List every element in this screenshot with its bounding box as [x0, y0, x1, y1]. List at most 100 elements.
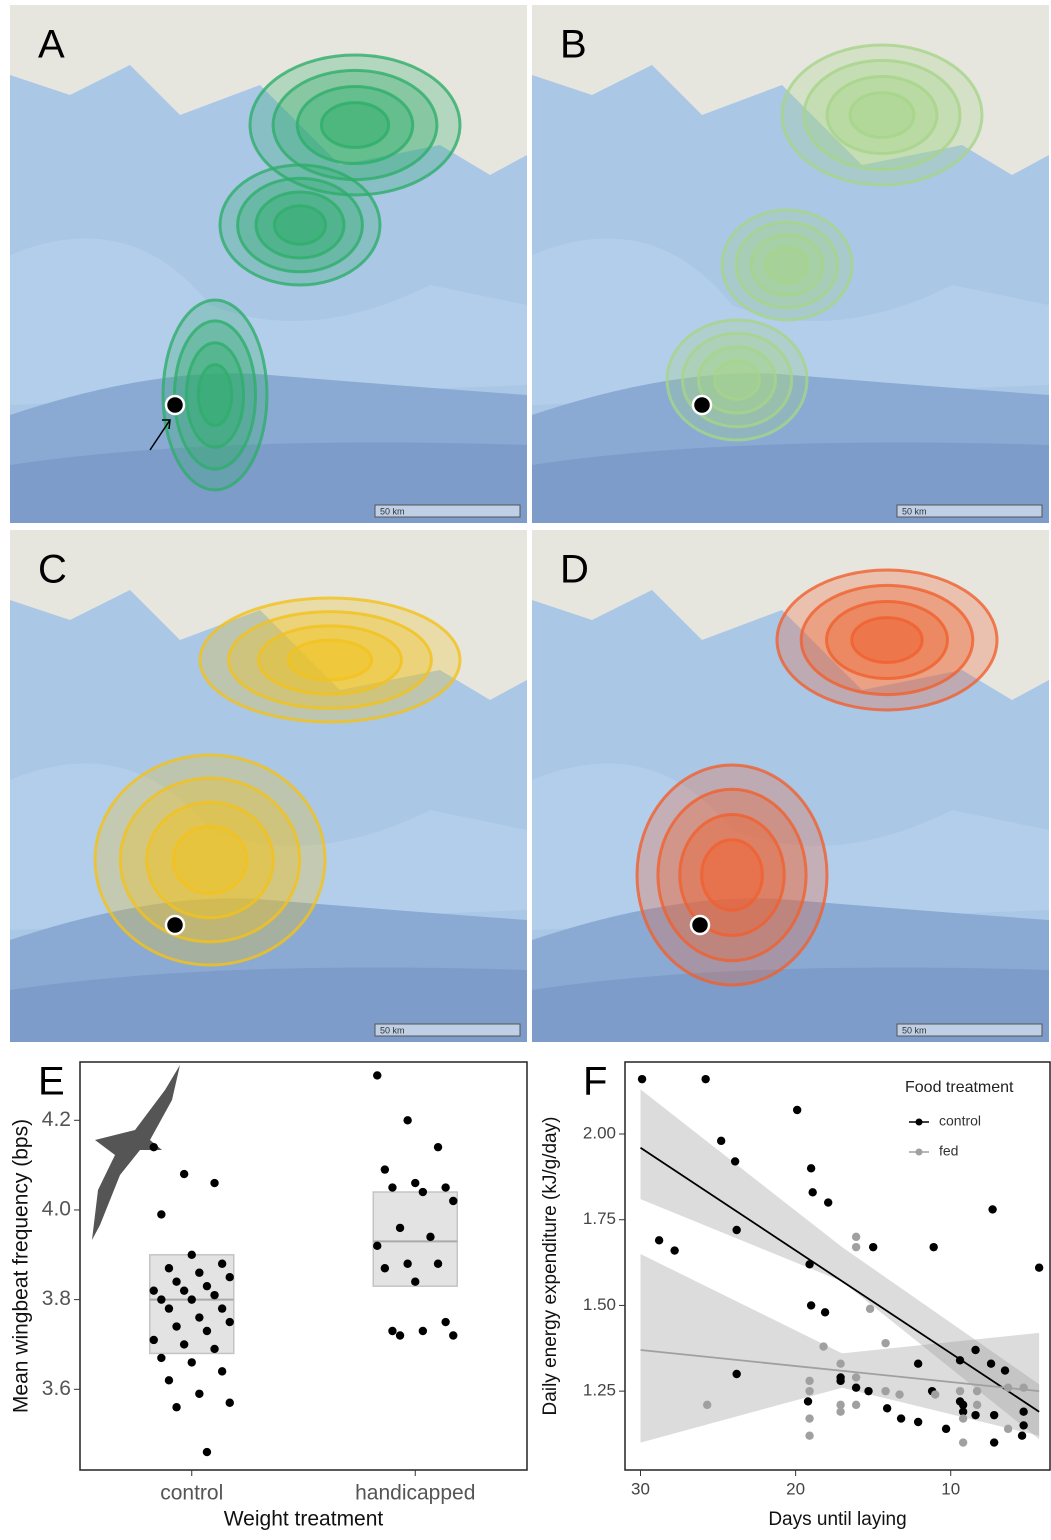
data-point	[852, 1243, 860, 1251]
scale-label: 50 km	[902, 1025, 927, 1035]
x-tick-label: handicapped	[355, 1482, 475, 1505]
data-point	[165, 1304, 173, 1312]
contour	[766, 247, 808, 282]
data-point	[1019, 1408, 1027, 1416]
data-point	[929, 1243, 937, 1251]
contour	[288, 640, 371, 680]
data-point	[655, 1236, 663, 1244]
data-point	[172, 1277, 180, 1285]
data-point	[821, 1308, 829, 1316]
figure: 50 kmA50 kmB50 kmC50 kmDcontrolhandicapp…	[0, 0, 1051, 1535]
data-point	[971, 1346, 979, 1354]
data-point	[1019, 1421, 1027, 1429]
data-point	[434, 1260, 442, 1268]
data-point	[701, 1075, 709, 1083]
data-point	[1001, 1366, 1009, 1374]
data-point	[226, 1273, 234, 1281]
data-point	[732, 1370, 740, 1378]
data-point	[165, 1264, 173, 1272]
data-point	[956, 1387, 964, 1395]
scale-label: 50 km	[380, 1025, 405, 1035]
data-point	[852, 1401, 860, 1409]
data-point	[731, 1157, 739, 1165]
data-point	[670, 1246, 678, 1254]
data-point	[931, 1390, 939, 1398]
legend-label: fed	[939, 1143, 958, 1159]
nest-location	[166, 396, 184, 414]
data-point	[411, 1179, 419, 1187]
data-point	[218, 1260, 226, 1268]
data-point	[210, 1345, 218, 1353]
data-point	[864, 1387, 872, 1395]
data-point	[804, 1397, 812, 1405]
data-point	[172, 1403, 180, 1411]
map-panel: 50 kmB	[532, 5, 1049, 523]
data-point	[959, 1438, 967, 1446]
legend-title: Food treatment	[905, 1079, 1014, 1096]
map-panel: 50 kmD	[532, 530, 1049, 1042]
data-point	[988, 1205, 996, 1213]
data-point	[987, 1360, 995, 1368]
data-point	[373, 1071, 381, 1079]
data-point	[388, 1327, 396, 1335]
map-panel: 50 kmA	[10, 5, 527, 523]
data-point	[824, 1198, 832, 1206]
data-point	[959, 1414, 967, 1422]
data-point	[869, 1243, 877, 1251]
data-point	[165, 1376, 173, 1384]
scale-label: 50 km	[380, 506, 405, 516]
data-point	[226, 1399, 234, 1407]
data-point	[195, 1390, 203, 1398]
data-point	[973, 1387, 981, 1395]
data-point	[226, 1318, 234, 1326]
contour	[173, 826, 247, 893]
data-point	[973, 1401, 981, 1409]
y-axis-title: Daily energy expenditure (kJ/g/day)	[540, 1117, 561, 1416]
data-point	[195, 1313, 203, 1321]
data-point	[703, 1401, 711, 1409]
x-tick-label: 30	[631, 1479, 650, 1498]
data-point	[449, 1331, 457, 1339]
data-point	[210, 1291, 218, 1299]
data-point	[411, 1277, 419, 1285]
data-point	[157, 1354, 165, 1362]
data-point	[638, 1075, 646, 1083]
data-point	[836, 1408, 844, 1416]
contour	[321, 103, 388, 148]
data-point	[1035, 1264, 1043, 1272]
y-tick-label: 1.25	[583, 1381, 616, 1400]
data-point	[441, 1318, 449, 1326]
data-point	[732, 1226, 740, 1234]
y-tick-label: 1.75	[583, 1209, 616, 1228]
data-point	[805, 1377, 813, 1385]
x-axis-title: Weight treatment	[224, 1508, 384, 1531]
data-point	[403, 1116, 411, 1124]
data-point	[836, 1360, 844, 1368]
data-point	[881, 1339, 889, 1347]
data-point	[866, 1305, 874, 1313]
data-point	[218, 1367, 226, 1375]
data-point	[150, 1336, 158, 1344]
data-point	[717, 1137, 725, 1145]
panel-label: E	[38, 1060, 65, 1104]
nest-location	[691, 916, 709, 934]
bird-silhouette	[92, 1065, 180, 1240]
data-point	[914, 1418, 922, 1426]
data-point	[852, 1373, 860, 1381]
data-point	[203, 1282, 211, 1290]
data-point	[419, 1188, 427, 1196]
data-point	[1004, 1425, 1012, 1433]
data-point	[373, 1242, 381, 1250]
data-point	[210, 1179, 218, 1187]
data-point	[218, 1304, 226, 1312]
data-point	[403, 1260, 411, 1268]
nest-location	[166, 916, 184, 934]
data-point	[426, 1233, 434, 1241]
data-point	[793, 1106, 801, 1114]
y-tick-label: 1.50	[583, 1295, 616, 1314]
data-point	[388, 1183, 396, 1191]
data-point	[807, 1164, 815, 1172]
legend-marker	[916, 1149, 923, 1156]
data-point	[180, 1286, 188, 1294]
data-point	[836, 1377, 844, 1385]
